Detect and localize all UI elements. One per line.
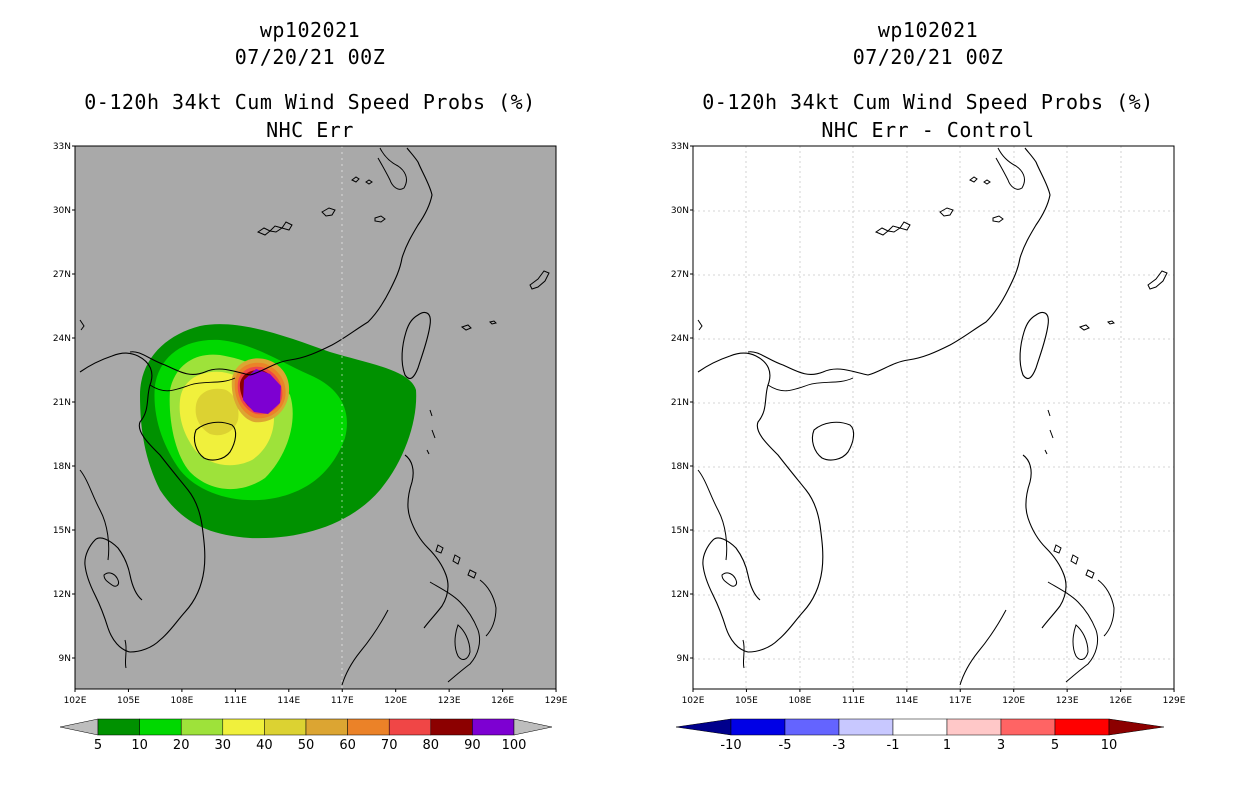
right-lat-label: 12N	[671, 590, 689, 600]
right-lat-label: 9N	[677, 654, 689, 664]
left-colorbar-label: 20	[173, 738, 190, 753]
right-colorbar-label: 5	[1051, 738, 1059, 753]
right-lat-labels: 33N 30N 27N 24N 21N 18N 15N 12N 9N	[671, 142, 693, 664]
left-colorbar-label: 70	[381, 738, 398, 753]
left-lon-labels: 102E 105E 108E 111E 114E 117E 120E 123E 126E 129E	[64, 689, 568, 706]
right-subtitle: NHC Err - Control	[821, 118, 1035, 142]
right-lon-label: 126E	[1109, 696, 1132, 706]
left-datetime: 07/20/21 00Z	[234, 45, 386, 69]
left-lat-label: 12N	[53, 590, 71, 600]
right-colorbar-swatch	[946, 718, 1002, 736]
left-lat-label: 18N	[53, 462, 71, 472]
left-subtitle: NHC Err	[266, 118, 354, 142]
right-lon-label: 114E	[895, 696, 918, 706]
right-colorbar-high-extend	[1108, 718, 1165, 736]
right-datetime: 07/20/21 00Z	[852, 45, 1004, 69]
probability-contours	[79, 147, 550, 686]
left-lat-label: 21N	[53, 398, 71, 408]
left-lat-label: 24N	[53, 334, 71, 344]
right-colorbar-swatch	[838, 718, 894, 736]
right-lat-label: 21N	[671, 398, 689, 408]
left-colorbar-swatch	[180, 718, 224, 736]
right-lon-label: 111E	[842, 696, 865, 706]
right-colorbar-label: -3	[833, 738, 846, 753]
right-lon-label: 120E	[1002, 696, 1025, 706]
right-colorbar-label: 1	[943, 738, 951, 753]
right-lon-label: 129E	[1163, 696, 1186, 706]
left-lat-label: 9N	[59, 654, 71, 664]
left-lon-label: 114E	[277, 696, 300, 706]
left-lon-label: 129E	[545, 696, 568, 706]
left-colorbar-swatch	[472, 718, 515, 736]
right-lat-label: 30N	[671, 206, 689, 216]
right-lon-labels: 102E 105E 108E 111E 114E 117E 120E 123E 126E 129E	[682, 689, 1186, 706]
right-lat-label: 27N	[671, 270, 689, 280]
right-lat-label: 18N	[671, 462, 689, 472]
left-lat-label: 33N	[53, 142, 71, 152]
right-lon-label: 108E	[788, 696, 811, 706]
right-colorbar-label: -5	[779, 738, 792, 753]
left-storm-id: wp102021	[259, 18, 361, 42]
right-colorbar-swatch	[784, 718, 840, 736]
left-lon-label: 102E	[64, 696, 87, 706]
left-colorbar-low-extend	[59, 718, 99, 736]
right-lat-label: 24N	[671, 334, 689, 344]
right-colorbar-label: -10	[720, 738, 741, 753]
right-colorbar-low-extend	[675, 718, 732, 736]
right-gridlines	[693, 146, 1174, 689]
right-lon-label: 117E	[949, 696, 972, 706]
left-colorbar: 5 10 20 30 40 50 60 70 80 90 100	[59, 718, 553, 753]
right-storm-id: wp102021	[877, 18, 979, 42]
left-colorbar-swatch	[264, 718, 307, 736]
right-colorbar-swatch	[1000, 718, 1056, 736]
left-colorbar-swatch	[139, 718, 182, 736]
right-colorbar: -10 -5 -3 -1 1 3 5 10	[675, 718, 1165, 753]
left-colorbar-label: 50	[298, 738, 315, 753]
left-colorbar-swatch	[347, 718, 390, 736]
left-colorbar-label: 10	[131, 738, 148, 753]
left-colorbar-label: 60	[339, 738, 356, 753]
left-lat-label: 27N	[53, 270, 71, 280]
left-colorbar-label: 30	[215, 738, 232, 753]
left-lon-label: 117E	[331, 696, 354, 706]
left-colorbar-high-extend	[513, 718, 553, 736]
left-colorbar-label: 40	[256, 738, 273, 753]
left-lat-label: 15N	[53, 526, 71, 536]
left-colorbar-swatch	[430, 718, 473, 736]
right-lon-label: 102E	[682, 696, 705, 706]
left-lon-label: 126E	[491, 696, 514, 706]
left-lon-label: 120E	[384, 696, 407, 706]
left-colorbar-label: 80	[423, 738, 440, 753]
right-colorbar-label: 3	[997, 738, 1005, 753]
right-colorbar-swatch	[1054, 718, 1110, 736]
left-lon-label: 111E	[224, 696, 247, 706]
right-product-title: 0-120h 34kt Cum Wind Speed Probs (%)	[702, 90, 1154, 114]
left-lon-label: 108E	[170, 696, 193, 706]
left-lat-label: 30N	[53, 206, 71, 216]
left-colorbar-label: 100	[502, 738, 527, 753]
right-lat-label: 15N	[671, 526, 689, 536]
right-colorbar-swatch	[730, 718, 786, 736]
left-product-title: 0-120h 34kt Cum Wind Speed Probs (%)	[84, 90, 536, 114]
right-colorbar-label: 10	[1101, 738, 1118, 753]
left-colorbar-swatch	[305, 718, 348, 736]
prob-contour-100	[243, 369, 281, 414]
left-lon-label: 105E	[117, 696, 140, 706]
left-lat-labels: 33N 30N 27N 24N 21N 18N 15N 12N 9N	[53, 142, 75, 664]
left-lon-label: 123E	[438, 696, 461, 706]
left-colorbar-swatch	[388, 718, 432, 736]
right-colorbar-label: -1	[887, 738, 900, 753]
right-lon-label: 105E	[735, 696, 758, 706]
right-colorbar-swatch	[892, 718, 948, 736]
right-lon-label: 123E	[1056, 696, 1079, 706]
left-colorbar-swatch	[97, 718, 140, 736]
left-colorbar-label: 90	[464, 738, 481, 753]
left-colorbar-swatch	[222, 718, 265, 736]
right-map-background	[692, 145, 1175, 690]
left-colorbar-label: 5	[94, 738, 102, 753]
right-lat-label: 33N	[671, 142, 689, 152]
